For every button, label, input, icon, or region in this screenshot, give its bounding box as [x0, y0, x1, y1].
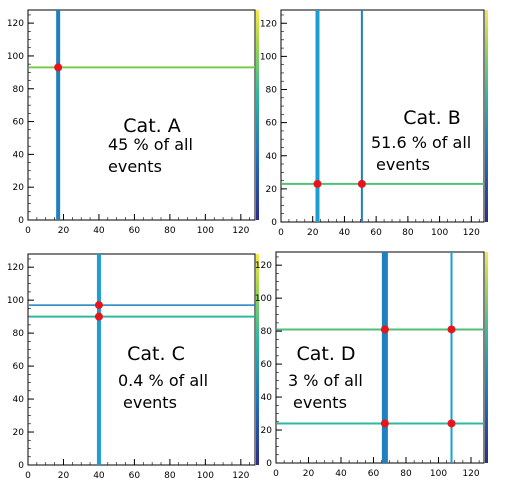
caption-line-1: 51.6 % of all — [371, 133, 471, 152]
y-tick-label: 0 — [18, 216, 24, 226]
y-tick-label: 0 — [266, 459, 272, 469]
x-tick-label: 120 — [463, 228, 480, 238]
x-tick-label: 20 — [58, 471, 70, 481]
data-point — [447, 325, 456, 334]
color-bar — [256, 254, 259, 465]
x-tick-label: 20 — [303, 469, 315, 479]
y-tick-label: 120 — [7, 263, 24, 273]
color-bar — [485, 252, 488, 463]
data-point — [94, 312, 103, 321]
category-label: Cat. B — [403, 107, 460, 129]
chart-panel-1: 0 20 40 60 80 100 120 0 20 40 60 80 100 120 Cat. A45 %… — [7, 9, 259, 236]
x-tick-label: 20 — [307, 228, 319, 238]
y-tick-label: 40 — [261, 393, 273, 403]
y-tick-label: 100 — [7, 296, 24, 306]
caption-line-2: events — [108, 157, 162, 176]
x-tick-label: 80 — [164, 471, 176, 481]
y-tick-label: 60 — [13, 362, 25, 372]
x-tick-label: 60 — [368, 469, 380, 479]
caption-line-2: events — [123, 393, 177, 412]
x-tick-label: 80 — [164, 226, 176, 236]
x-tick-label: 0 — [273, 469, 279, 479]
y-tick-label: 20 — [266, 185, 278, 195]
data-point — [94, 301, 103, 310]
y-tick-label: 100 — [7, 52, 24, 62]
x-tick-label: 120 — [462, 469, 479, 479]
x-tick-label: 80 — [402, 228, 414, 238]
y-tick-label: 120 — [255, 261, 272, 271]
x-tick-label: 0 — [25, 226, 31, 236]
x-tick-label: 120 — [232, 471, 249, 481]
y-tick-label: 80 — [13, 329, 25, 339]
y-tick-label: 40 — [13, 395, 25, 405]
plot-frame — [275, 251, 485, 464]
y-tick-label: 120 — [7, 19, 24, 29]
data-point — [357, 179, 366, 188]
x-tick-label: 80 — [400, 469, 412, 479]
category-label: Cat. D — [296, 343, 355, 365]
x-tick-label: 60 — [129, 471, 141, 481]
data-point — [447, 419, 456, 428]
x-tick-label: 60 — [129, 226, 141, 236]
category-label: Cat. A — [123, 115, 180, 137]
x-tick-label: 0 — [25, 471, 31, 481]
plot-frame — [27, 253, 256, 466]
caption-line-2: events — [376, 155, 430, 174]
data-point — [380, 419, 389, 428]
x-tick-label: 100 — [431, 228, 448, 238]
data-point — [313, 179, 322, 188]
y-tick-label: 60 — [261, 360, 273, 370]
x-tick-label: 100 — [430, 469, 447, 479]
data-point — [380, 325, 389, 334]
x-tick-label: 100 — [197, 226, 214, 236]
x-tick-label: 40 — [335, 469, 347, 479]
y-tick-label: 20 — [13, 428, 25, 438]
x-tick-label: 40 — [93, 226, 105, 236]
color-bar — [256, 10, 259, 220]
x-tick-label: 40 — [339, 228, 351, 238]
x-tick-label: 120 — [232, 226, 249, 236]
y-tick-label: 60 — [13, 118, 25, 128]
caption-line-2: events — [293, 393, 347, 412]
caption-line-1: 45 % of all — [108, 135, 193, 154]
x-tick-label: 40 — [93, 471, 105, 481]
x-tick-label: 60 — [370, 228, 382, 238]
chart-panel-4: 0 20 40 60 80 100 120 0 20 40 60 80 100 120 Cat. D 3 % … — [255, 251, 488, 479]
plot-frame — [27, 9, 256, 221]
y-tick-label: 40 — [266, 152, 278, 162]
y-tick-label: 80 — [266, 86, 278, 96]
y-tick-label: 80 — [261, 327, 273, 337]
y-tick-label: 80 — [13, 85, 25, 95]
y-tick-label: 60 — [266, 119, 278, 129]
x-tick-label: 0 — [278, 228, 284, 238]
x-tick-label: 100 — [197, 471, 214, 481]
y-tick-label: 0 — [18, 461, 24, 471]
y-tick-label: 100 — [255, 294, 272, 304]
x-tick-label: 20 — [58, 226, 70, 236]
y-tick-label: 0 — [271, 218, 277, 228]
color-bar — [485, 10, 488, 222]
chart-panel-2: 0 20 40 60 80 100 120 0 20 40 60 80 100 120 Cat. B 51.6… — [260, 9, 488, 238]
y-tick-label: 40 — [13, 150, 25, 160]
chart-panel-3: 0 20 40 60 80 100 120 0 20 40 60 80 100 120 Cat. C 0.4 … — [7, 253, 259, 481]
y-tick-label: 20 — [13, 183, 25, 193]
y-tick-label: 100 — [260, 52, 277, 62]
y-tick-label: 20 — [261, 426, 273, 436]
y-tick-label: 120 — [260, 19, 277, 29]
plot-frame — [280, 9, 485, 223]
caption-line-1: 0.4 % of all — [118, 371, 208, 390]
data-point — [54, 63, 63, 72]
category-label: Cat. C — [127, 343, 185, 365]
caption-line-1: 3 % of all — [288, 371, 363, 390]
